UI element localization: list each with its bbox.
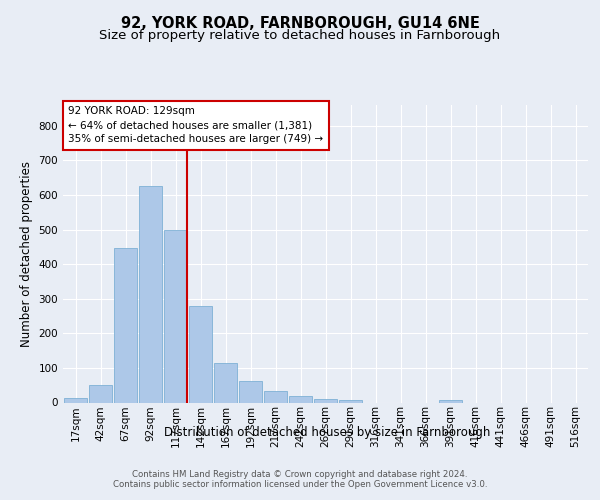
Bar [439, 400, 462, 402]
Bar [289, 396, 312, 402]
Text: Size of property relative to detached houses in Farnborough: Size of property relative to detached ho… [100, 29, 500, 42]
Bar [189, 306, 212, 402]
Bar [89, 384, 112, 402]
Text: 92, YORK ROAD, FARNBOROUGH, GU14 6NE: 92, YORK ROAD, FARNBOROUGH, GU14 6NE [121, 16, 479, 31]
Text: 92 YORK ROAD: 129sqm
← 64% of detached houses are smaller (1,381)
35% of semi-de: 92 YORK ROAD: 129sqm ← 64% of detached h… [68, 106, 323, 144]
Bar [139, 186, 162, 402]
Bar [214, 362, 237, 403]
Bar [264, 391, 287, 402]
Bar [339, 400, 362, 402]
Bar [164, 230, 187, 402]
Bar [114, 248, 137, 402]
Bar [314, 399, 337, 402]
Bar [239, 381, 262, 402]
Y-axis label: Number of detached properties: Number of detached properties [20, 161, 33, 347]
Text: Contains HM Land Registry data © Crown copyright and database right 2024.
Contai: Contains HM Land Registry data © Crown c… [113, 470, 487, 490]
Bar [64, 398, 87, 402]
Text: Distribution of detached houses by size in Farnborough: Distribution of detached houses by size … [164, 426, 490, 439]
